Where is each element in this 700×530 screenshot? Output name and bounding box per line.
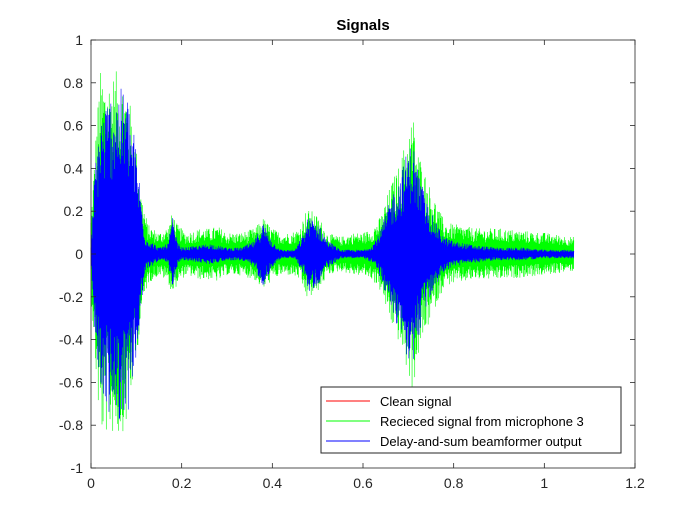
- legend: Clean signal Recieced signal from microp…: [320, 386, 622, 454]
- plot-area: [90, 71, 575, 432]
- y-tick-label: -1: [71, 460, 84, 476]
- legend-label-clean-signal: Clean signal: [380, 394, 452, 409]
- y-tick-label: 0: [75, 246, 83, 262]
- y-tick-label: -0.8: [59, 417, 83, 433]
- x-tick-label: 1.2: [625, 475, 645, 491]
- x-tick-label: 1: [540, 475, 548, 491]
- y-tick-label: -0.4: [59, 332, 83, 348]
- series-line-delay-and-sum-beamformer-output: [90, 88, 575, 420]
- series-line-recieced-signal-from-microphone-3: [90, 71, 575, 432]
- x-tick-label: 0.8: [444, 475, 464, 491]
- legend-label-received-signal: Recieced signal from microphone 3: [380, 414, 584, 429]
- y-tick-label: -0.6: [59, 374, 83, 390]
- chart-title: Signals: [336, 17, 389, 34]
- x-tick-label: 0: [87, 475, 95, 491]
- y-tick-label: 0.6: [64, 118, 84, 134]
- y-tick-label: 0.8: [64, 75, 84, 91]
- x-tick-label: 0.4: [263, 475, 283, 491]
- legend-label-beamformer-output: Delay-and-sum beamformer output: [380, 434, 582, 449]
- axis-ticks: 0 0.2 0.4 0.6 0.8 1 1.2 1 0.8 0.6 0.4 0.2 0 -0.2 -0.4 -…: [59, 32, 645, 491]
- x-tick-label: 0.6: [353, 475, 373, 491]
- legend-box: [320, 386, 622, 454]
- y-tick-label: 1: [75, 32, 83, 48]
- y-tick-label: 0.4: [64, 160, 84, 176]
- x-tick-label: 0.2: [172, 475, 192, 491]
- y-tick-label: 0.2: [64, 203, 84, 219]
- y-tick-label: -0.2: [59, 289, 83, 305]
